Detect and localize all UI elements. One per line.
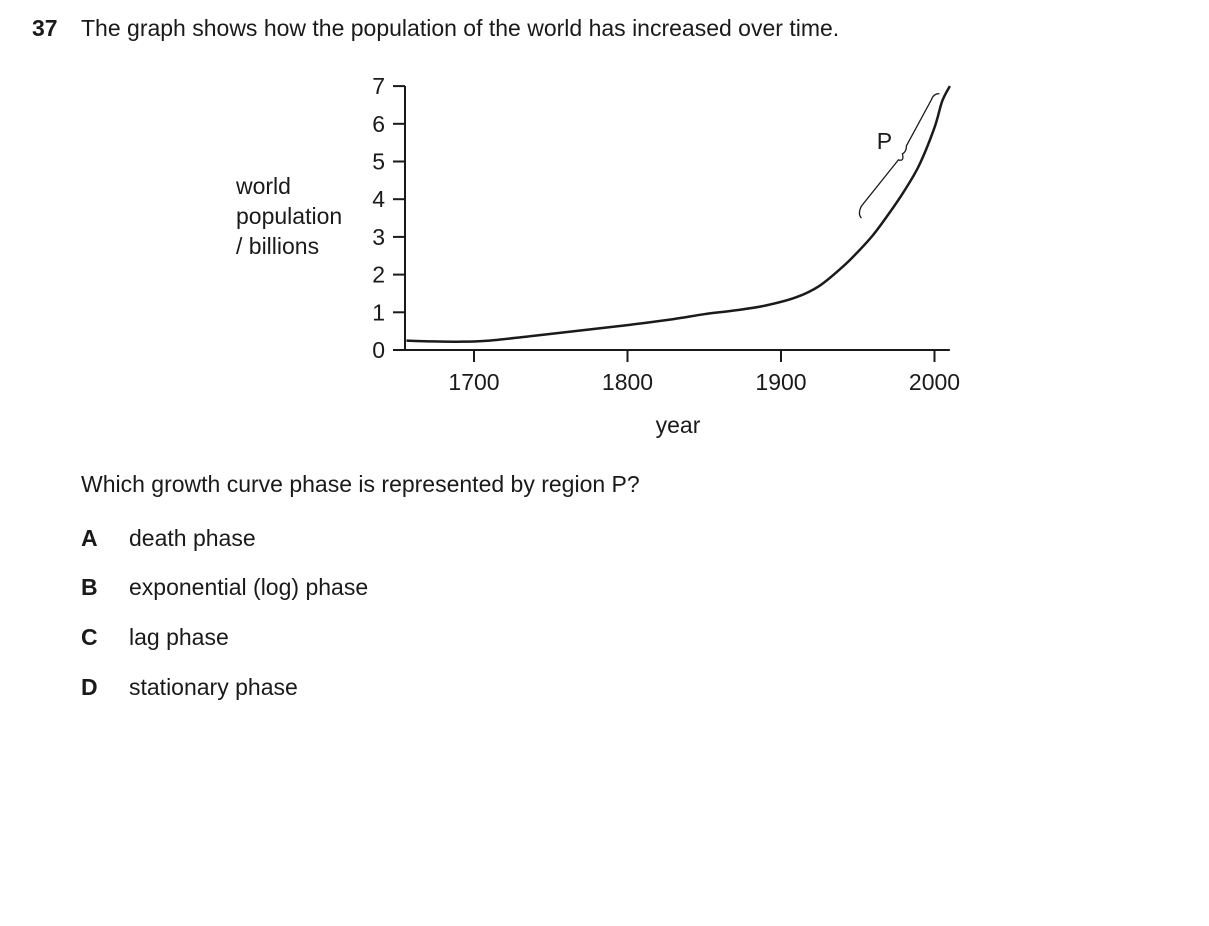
option-text: lag phase [129,624,229,650]
region-p-brace [858,92,940,219]
y-tick-label: 2 [372,262,385,288]
region-p-label: P [877,128,892,154]
population-curve [406,85,951,343]
x-tick-label: 1900 [755,369,806,395]
option-text: death phase [129,525,256,551]
x-tick-label: 1800 [602,369,653,395]
option-letter: C [81,624,98,650]
y-tick-label: 7 [372,73,385,99]
question-stem: The graph shows how the population of th… [81,15,840,41]
option-text: exponential (log) phase [129,574,369,600]
y-tick-label: 5 [372,149,385,175]
x-tick-label: 1700 [448,369,499,395]
y-axis-label: world population / billions [236,171,342,261]
population-chart: 0 1 2 3 4 5 6 7 1700 1800 1900 2000 year P [372,73,960,438]
y-tick-label: 0 [372,337,385,363]
y-tick-label: 4 [372,186,385,212]
y-tick-label: 3 [372,224,385,250]
x-tick-label: 2000 [909,369,960,395]
question-number: 37 [32,15,58,41]
option-letter: D [81,674,98,700]
option-letter: A [81,525,98,551]
y-tick-label: 6 [372,111,385,137]
y-axis-label-line: world [236,173,291,199]
option-text: stationary phase [129,674,298,700]
y-axis-label-line: population [236,203,343,229]
question-prompt: Which growth curve phase is represented … [81,471,640,497]
y-tick-label: 1 [372,299,385,325]
option-letter: B [81,574,98,600]
y-axis-label-line: / billions [236,233,320,259]
x-axis-label: year [656,412,701,438]
